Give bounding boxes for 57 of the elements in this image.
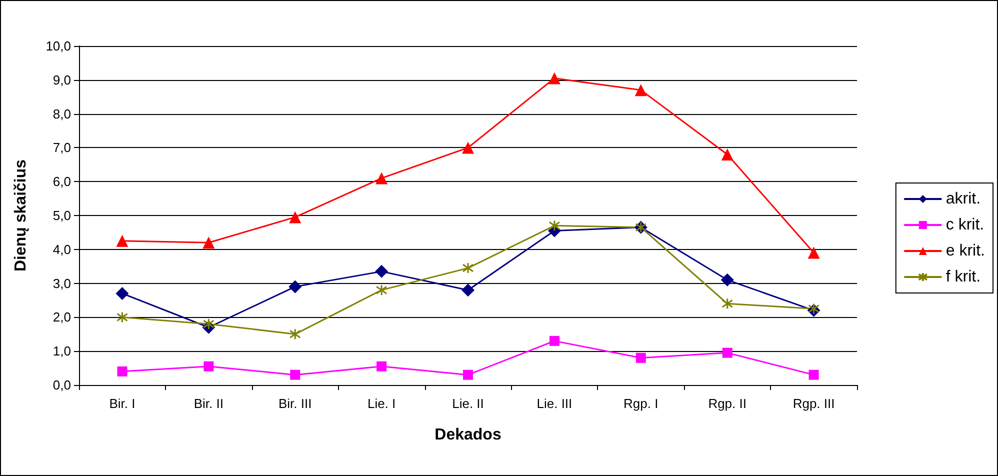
point	[548, 72, 560, 84]
x-tick-label: Rgp. III	[792, 396, 835, 411]
x-tick-label: Lie. I	[367, 396, 396, 411]
point	[202, 236, 215, 249]
x-tick-label: Bir. I	[109, 396, 136, 411]
x-tick-label: Bir. II	[194, 396, 224, 411]
y-tick-label: 1,0	[52, 344, 71, 359]
point	[202, 318, 214, 330]
y-tick-label: 7,0	[52, 140, 71, 156]
y-tick-label: 9,0	[52, 72, 71, 88]
point	[463, 370, 473, 380]
x-tick-label: Rgp. II	[708, 396, 746, 411]
point	[548, 220, 560, 232]
legend-label: f krit.	[946, 268, 981, 286]
y-tick-label: 0,0	[52, 378, 71, 392]
legend-label: c krit.	[946, 216, 984, 234]
point	[289, 328, 301, 340]
point	[376, 172, 388, 184]
point	[117, 366, 128, 376]
point	[808, 370, 819, 380]
y-tick-label: 3,0	[52, 276, 71, 291]
y-axis-title: Dienų skaičius	[12, 159, 30, 272]
y-tick-label: 4,0	[52, 242, 71, 257]
point	[721, 148, 734, 160]
x-tick-label: Lie. II	[452, 396, 484, 411]
point	[549, 336, 560, 346]
point	[722, 298, 734, 310]
point	[720, 273, 734, 286]
point	[288, 280, 302, 294]
y-tick-label: 10,0	[46, 38, 71, 54]
x-tick-label: Bir. III	[278, 396, 312, 411]
y-tick-label: 5,0	[52, 208, 71, 223]
x-axis-title: Dekados	[434, 426, 502, 444]
point	[376, 361, 387, 372]
point	[462, 284, 474, 297]
point	[808, 246, 820, 259]
point	[204, 361, 214, 372]
point	[116, 286, 129, 300]
y-tick-label: 2,0	[52, 310, 71, 325]
point	[722, 348, 732, 358]
point	[116, 234, 128, 247]
legend-label: akrit.	[946, 190, 981, 208]
point	[290, 370, 300, 380]
point	[375, 264, 388, 278]
point	[462, 142, 474, 154]
x-tick-label: Rgp. I	[624, 396, 658, 411]
y-tick-label: 8,0	[52, 106, 71, 122]
point	[636, 352, 646, 363]
y-tick-label: 6,0	[52, 174, 71, 190]
point	[634, 84, 647, 96]
point	[289, 211, 302, 224]
legend-label: e krit.	[946, 242, 986, 260]
point	[116, 311, 128, 323]
point	[808, 302, 820, 314]
x-tick-label: Lie. III	[536, 396, 572, 411]
point	[376, 284, 388, 296]
point	[462, 262, 474, 274]
